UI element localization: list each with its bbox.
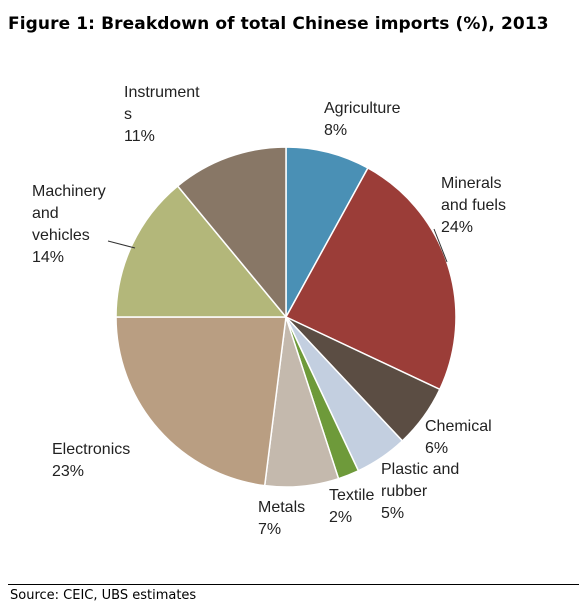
- figure-title: Figure 1: Breakdown of total Chinese imp…: [8, 14, 549, 34]
- leader-line-minerals-and-fuels: [433, 228, 448, 263]
- slice-label-line: Plastic and: [381, 461, 459, 478]
- slice-label-line: 24%: [441, 219, 473, 236]
- source-divider: [8, 584, 579, 585]
- slice-label-minerals-and-fuels: Minerals and fuels 24%: [441, 175, 506, 236]
- slice-label-line: 5%: [381, 505, 404, 522]
- slice-label-metals: Metals 7%: [258, 499, 305, 538]
- slice-label-line: s: [124, 106, 132, 123]
- slice-label-line: 14%: [32, 249, 64, 266]
- slice-label-electronics: Electronics 23%: [52, 441, 130, 480]
- slice-label-line: rubber: [381, 483, 428, 500]
- slice-label-line: 2%: [329, 509, 352, 526]
- slice-label-line: and fuels: [441, 197, 506, 214]
- pie-slice-minerals-and-fuels: [284, 167, 457, 391]
- slice-label-line: Agriculture: [324, 100, 401, 117]
- slice-label-line: Metals: [258, 499, 305, 516]
- figure-number: Figure 1:: [8, 14, 96, 34]
- slice-label-line: Instrument: [124, 84, 200, 101]
- slice-label-line: 6%: [425, 440, 448, 457]
- figure-title-text: Breakdown of total Chinese imports (%), …: [101, 14, 549, 34]
- pie-slice-machinery-and-vehicles: [115, 184, 288, 318]
- slice-label-line: Minerals: [441, 175, 501, 192]
- slice-label-line: and: [32, 205, 59, 222]
- slice-label-line: 23%: [52, 463, 84, 480]
- pie-slice-electronics: [115, 316, 287, 487]
- slice-label-line: Chemical: [425, 418, 492, 435]
- slice-label-machinery-and-vehicles: Machinery and vehicles 14%: [32, 183, 106, 266]
- slice-label-line: 11%: [124, 128, 155, 145]
- slice-label-textile: Textile 2%: [329, 487, 374, 526]
- leader-line-machinery-and-vehicles: [107, 240, 136, 249]
- pie-slice-instruments: [176, 146, 287, 320]
- slice-label-agriculture: Agriculture 8%: [324, 100, 401, 139]
- slice-label-line: Textile: [329, 487, 374, 504]
- slice-label-line: Electronics: [52, 441, 130, 458]
- slice-label-line: 7%: [258, 521, 281, 538]
- slice-label-line: Machinery: [32, 183, 106, 200]
- slice-label-instruments: Instrument s 11%: [124, 84, 200, 145]
- slice-label-line: 8%: [324, 122, 347, 139]
- slice-label-plastic-and-rubber: Plastic and rubber 5%: [381, 461, 459, 522]
- slice-label-line: vehicles: [32, 227, 90, 244]
- slice-label-chemical: Chemical 6%: [425, 418, 492, 457]
- source-note: Source: CEIC, UBS estimates: [10, 588, 197, 603]
